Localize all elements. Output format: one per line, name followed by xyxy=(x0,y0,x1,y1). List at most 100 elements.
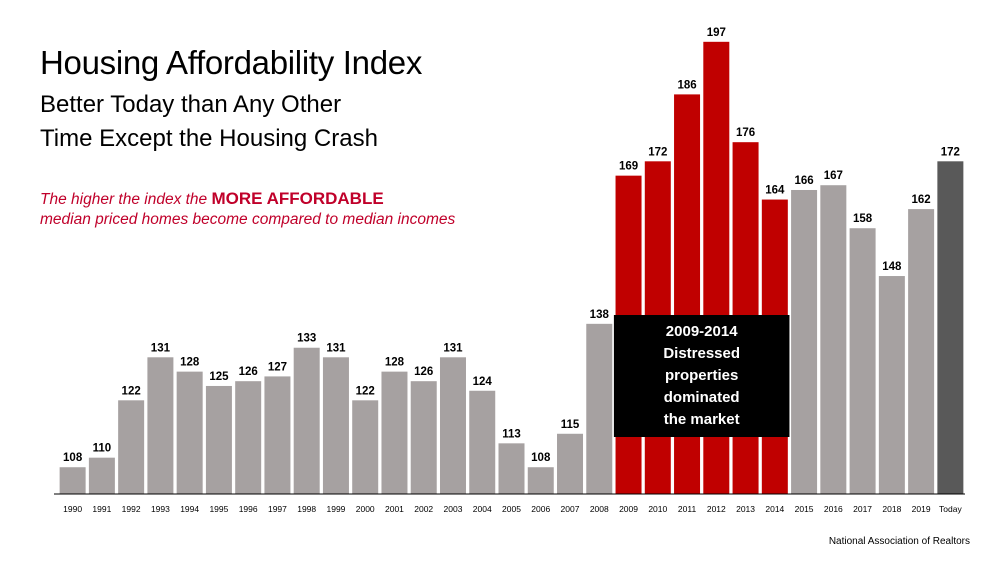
bar-1991 xyxy=(88,457,115,494)
bar-value-label-2014: 164 xyxy=(765,185,785,197)
bar-today xyxy=(937,161,964,494)
x-tick-label-today: Today xyxy=(939,504,962,514)
subtitle-line-1: Better Today than Any Other xyxy=(40,91,342,118)
bar-value-label-2013: 176 xyxy=(736,127,755,139)
affordability-note-line-2: median priced homes become compared to m… xyxy=(40,211,456,228)
bar-value-label-1994: 128 xyxy=(180,357,200,369)
bar-value-label-2005: 113 xyxy=(502,428,521,440)
bar-1996 xyxy=(235,381,262,494)
bar-2003 xyxy=(439,357,466,494)
bar-2018 xyxy=(878,276,905,494)
x-tick-label-2013: 2013 xyxy=(736,504,755,514)
x-tick-label-1999: 1999 xyxy=(326,504,345,514)
bar-value-label-2015: 166 xyxy=(794,175,813,187)
callout-line-2: Distressed xyxy=(663,345,740,362)
x-tick-label-2009: 2009 xyxy=(619,504,638,514)
x-tick-label-1993: 1993 xyxy=(151,504,170,514)
bar-value-label-2018: 148 xyxy=(882,261,902,273)
bar-2015 xyxy=(791,189,818,494)
bar-1993 xyxy=(147,357,174,494)
bar-value-label-2008: 138 xyxy=(590,309,610,321)
x-tick-label-1998: 1998 xyxy=(297,504,316,514)
bar-value-label-1997: 127 xyxy=(268,361,287,373)
x-tick-label-1994: 1994 xyxy=(180,504,199,514)
callout-line-3: properties xyxy=(665,367,738,384)
bar-value-label-2004: 124 xyxy=(473,376,493,388)
bar-value-label-1999: 131 xyxy=(326,342,346,354)
bar-value-label-1993: 131 xyxy=(151,342,171,354)
x-tick-label-2017: 2017 xyxy=(853,504,872,514)
x-tick-label-2014: 2014 xyxy=(765,504,784,514)
bar-value-label-2009: 169 xyxy=(619,161,638,173)
note-emphasis: MORE AFFORDABLE xyxy=(211,189,384,208)
x-tick-label-2000: 2000 xyxy=(356,504,375,514)
bar-value-label-2012: 197 xyxy=(707,27,726,39)
x-tick-label-2019: 2019 xyxy=(912,504,931,514)
x-tick-label-1990: 1990 xyxy=(63,504,82,514)
callout-line-1: 2009-2014 xyxy=(666,323,738,340)
subtitle-line-2: Time Except the Housing Crash xyxy=(40,125,378,152)
bar-2016 xyxy=(820,185,847,494)
bar-2017 xyxy=(849,228,876,494)
x-tick-label-2003: 2003 xyxy=(444,504,463,514)
affordability-note-line-1: The higher the index the MORE AFFORDABLE xyxy=(40,189,384,209)
bar-1997 xyxy=(264,376,291,494)
callout-line-4: dominated xyxy=(664,389,740,406)
bar-2008 xyxy=(586,323,613,494)
page-title: Housing Affordability Index xyxy=(40,44,423,81)
source-credit: National Association of Realtors xyxy=(828,536,970,547)
bar-value-label-1996: 126 xyxy=(239,366,258,378)
x-tick-label-2010: 2010 xyxy=(648,504,667,514)
bar-1994 xyxy=(176,371,203,494)
x-tick-label-2016: 2016 xyxy=(824,504,843,514)
bar-1995 xyxy=(205,385,232,494)
x-tick-label-2018: 2018 xyxy=(882,504,901,514)
bar-value-label-2003: 131 xyxy=(443,342,463,354)
bar-value-label-2010: 172 xyxy=(648,146,667,158)
x-tick-label-2006: 2006 xyxy=(531,504,550,514)
x-tick-label-2002: 2002 xyxy=(414,504,433,514)
x-tick-label-2012: 2012 xyxy=(707,504,726,514)
bar-value-label-1998: 133 xyxy=(297,333,316,345)
bar-value-label-2016: 167 xyxy=(824,170,843,182)
x-tick-label-2005: 2005 xyxy=(502,504,521,514)
bar-2006 xyxy=(527,467,554,494)
bar-value-label-1992: 122 xyxy=(122,385,141,397)
x-tick-label-1992: 1992 xyxy=(122,504,141,514)
bar-2019 xyxy=(908,209,935,494)
x-tick-label-2007: 2007 xyxy=(561,504,580,514)
x-tick-label-1997: 1997 xyxy=(268,504,287,514)
bar-value-label-2019: 162 xyxy=(912,194,931,206)
bar-2007 xyxy=(557,433,584,494)
bar-2002 xyxy=(410,381,437,494)
bar-value-label-2001: 128 xyxy=(385,357,405,369)
x-tick-label-2001: 2001 xyxy=(385,504,404,514)
x-tick-label-1996: 1996 xyxy=(239,504,258,514)
callout-line-5: the market xyxy=(664,411,740,428)
bar-1998 xyxy=(293,347,320,494)
x-tick-label-1995: 1995 xyxy=(209,504,228,514)
bar-value-label-2017: 158 xyxy=(853,213,873,225)
distressed-callout-box xyxy=(613,315,790,437)
bar-2004 xyxy=(469,390,496,494)
bar-value-label-2007: 115 xyxy=(561,419,580,431)
bar-value-label-1990: 108 xyxy=(63,452,83,464)
bar-value-label-2006: 108 xyxy=(531,452,551,464)
bar-1990 xyxy=(59,467,86,494)
note-prefix: The higher the index the xyxy=(40,191,212,208)
x-tick-label-1991: 1991 xyxy=(92,504,111,514)
x-tick-label-2008: 2008 xyxy=(590,504,609,514)
bar-1999 xyxy=(322,357,349,494)
x-tick-label-2015: 2015 xyxy=(795,504,814,514)
bar-value-label-today: 172 xyxy=(941,146,960,158)
bar-value-label-2011: 186 xyxy=(677,79,696,91)
x-tick-label-2011: 2011 xyxy=(678,504,697,514)
bar-value-label-2002: 126 xyxy=(414,366,433,378)
bar-2000 xyxy=(352,400,379,494)
bar-1992 xyxy=(118,400,145,494)
bar-2001 xyxy=(381,371,408,494)
bar-value-label-1991: 110 xyxy=(93,443,112,455)
bar-2005 xyxy=(498,443,525,494)
bar-value-label-2000: 122 xyxy=(356,385,375,397)
